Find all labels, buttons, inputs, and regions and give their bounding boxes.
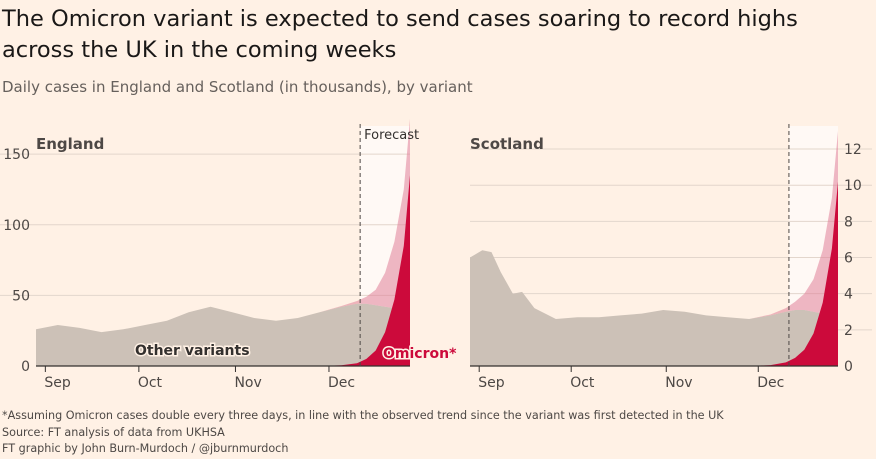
y-tick-label: 10 [844,178,862,194]
panel-england: Forecast Sep Oct Nov Dec 0 50 100 150 England Othe… [0,118,459,391]
panel-scotland: Sep Oct Nov Dec 0 2 4 6 8 10 12 Scotland [470,124,872,391]
y-tick-label: 150 [3,147,30,163]
x-tick-label: Sep [478,375,505,391]
source-line: Source: FT analysis of data from UKHSA [2,425,225,439]
footnote: *Assuming Omicron cases double every thr… [2,409,724,422]
x-tick-label: Nov [234,375,261,391]
label-omicron: Omicron* [383,346,457,362]
x-tick-label: Dec [328,375,355,391]
chart-title: The Omicron variant is expected to send … [2,4,872,66]
title-line-2: across the UK in the coming weeks [2,37,397,63]
label-other-variants: Other variants [135,343,250,359]
credit-line: FT graphic by John Burn-Murdoch / @jburn… [2,442,289,455]
footer: *Assuming Omicron cases double every thr… [2,408,724,458]
x-tick-label: Oct [138,375,163,391]
series-omicron [749,181,838,366]
series-omicron [319,175,410,366]
y-tick-label: 8 [844,214,853,230]
y-tick-label: 12 [844,142,862,158]
y-tick-label: 0 [21,359,30,375]
x-tick-label: Oct [570,375,595,391]
y-tick-label: 6 [844,251,853,267]
panel-label: England [36,135,104,153]
y-tick-label: 100 [3,218,30,234]
y-tick-label: 50 [12,288,30,304]
panel-label: Scotland [470,135,544,153]
x-tick-label: Dec [757,375,784,391]
series-other-variants [470,250,838,366]
x-tick-label: Sep [44,375,71,391]
series-other-variants [36,303,410,366]
y-tick-label: 4 [844,287,853,303]
title-line-1: The Omicron variant is expected to send … [2,6,798,32]
y-tick-label: 2 [844,323,853,339]
chart-subtitle: Daily cases in England and Scotland (in … [2,78,473,96]
y-tick-label: 0 [844,359,853,375]
forecast-label: Forecast [364,128,419,143]
x-tick-label: Nov [665,375,692,391]
